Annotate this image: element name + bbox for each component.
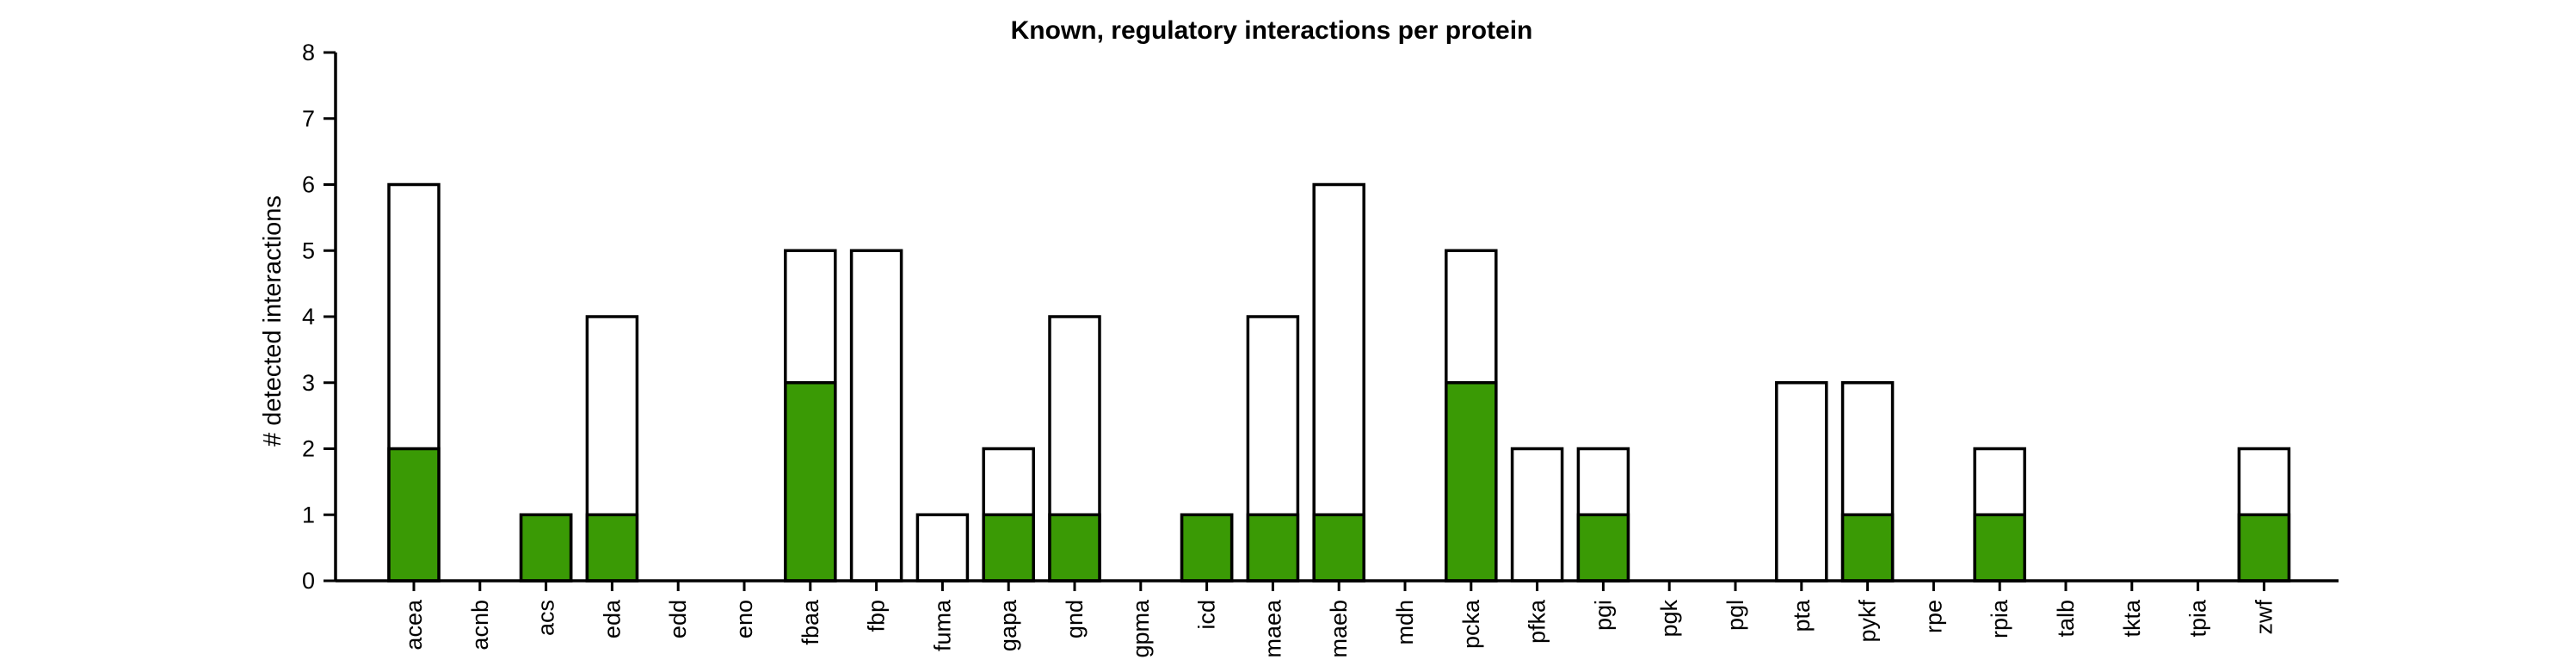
y-tick-label-8: 8	[302, 40, 315, 65]
x-tick-label-gnd: gnd	[1062, 600, 1088, 638]
x-tick-label-acnb: acnb	[467, 600, 493, 650]
bar-highlight-eda	[585, 513, 639, 583]
x-tick-label-pykf: pykf	[1855, 600, 1881, 643]
bar-highlight-gapa	[982, 513, 1035, 583]
y-tick-label-5: 5	[302, 237, 315, 263]
x-tick-label-gapa: gapa	[995, 599, 1021, 651]
y-tick-label-2: 2	[302, 436, 315, 462]
x-tick-label-maeb: maeb	[1326, 600, 1352, 658]
bars-layer	[387, 182, 2291, 583]
y-tick-label-4: 4	[302, 304, 315, 330]
bar-total-pta	[1775, 381, 1828, 583]
x-tick-label-tkta: tkta	[2119, 599, 2145, 638]
bar-highlight-pcka	[1445, 381, 1498, 583]
x-tick-label-mdh: mdh	[1392, 600, 1418, 645]
bar-highlight-rpia	[1973, 513, 2026, 583]
x-tick-label-maea: maea	[1260, 599, 1285, 658]
y-tick-label-0: 0	[302, 568, 315, 594]
x-tick-label-talb: talb	[2053, 600, 2079, 638]
y-tick-label-3: 3	[302, 370, 315, 396]
x-tick-label-eda: eda	[599, 599, 625, 638]
x-tick-label-edd: edd	[665, 600, 691, 638]
x-tick-label-zwf: zwf	[2251, 600, 2277, 635]
x-tick-label-fbp: fbp	[864, 600, 890, 632]
bar-highlight-icd	[1180, 513, 1234, 583]
x-tick-label-acea: acea	[401, 599, 427, 650]
x-tick-label-rpe: rpe	[1920, 600, 1946, 633]
x-tick-label-pta: pta	[1789, 599, 1815, 632]
y-tick-label-7: 7	[302, 106, 315, 132]
x-tick-label-pcka: pcka	[1458, 599, 1484, 649]
y-tick-label-1: 1	[302, 502, 315, 527]
chart-title: Known, regulatory interactions per prote…	[1011, 16, 1533, 45]
x-tick-label-icd: icd	[1194, 600, 1220, 630]
x-tick-label-pgk: pgk	[1656, 600, 1682, 638]
y-axis-label: # detected interactions	[259, 195, 287, 447]
x-tick-label-acs: acs	[533, 600, 559, 636]
bar-highlight-acs	[519, 513, 573, 583]
x-tick-label-pgl: pgl	[1722, 600, 1748, 631]
x-tick-label-tpia: tpia	[2185, 599, 2211, 638]
bar-highlight-zwf	[2237, 513, 2291, 583]
bar-highlight-pykf	[1840, 513, 1895, 583]
bar-highlight-fbaa	[784, 381, 837, 583]
bar-highlight-maea	[1246, 513, 1300, 583]
x-tick-label-gpma: gpma	[1128, 599, 1154, 658]
x-tick-label-pgi: pgi	[1590, 600, 1616, 631]
bar-highlight-acea	[387, 447, 441, 583]
bar-total-fbp	[849, 249, 903, 583]
y-tick-label-6: 6	[302, 172, 315, 198]
x-tick-label-fbaa: fbaa	[798, 599, 823, 645]
bar-highlight-maeb	[1312, 513, 1365, 583]
x-tick-label-rpia: rpia	[1987, 599, 2012, 638]
bar-total-fuma	[915, 513, 970, 583]
bar-highlight-gnd	[1048, 513, 1101, 583]
x-tick-label-fuma: fuma	[929, 599, 955, 651]
bar-total-pfka	[1510, 447, 1564, 583]
x-tick-label-eno: eno	[731, 600, 757, 638]
axes-layer: acea acnb acs eda edd eno fbaa fbp fuma gapa gnd gp…	[302, 40, 2339, 658]
bar-highlight-pgi	[1576, 513, 1630, 583]
x-tick-label-pfka: pfka	[1525, 599, 1550, 644]
